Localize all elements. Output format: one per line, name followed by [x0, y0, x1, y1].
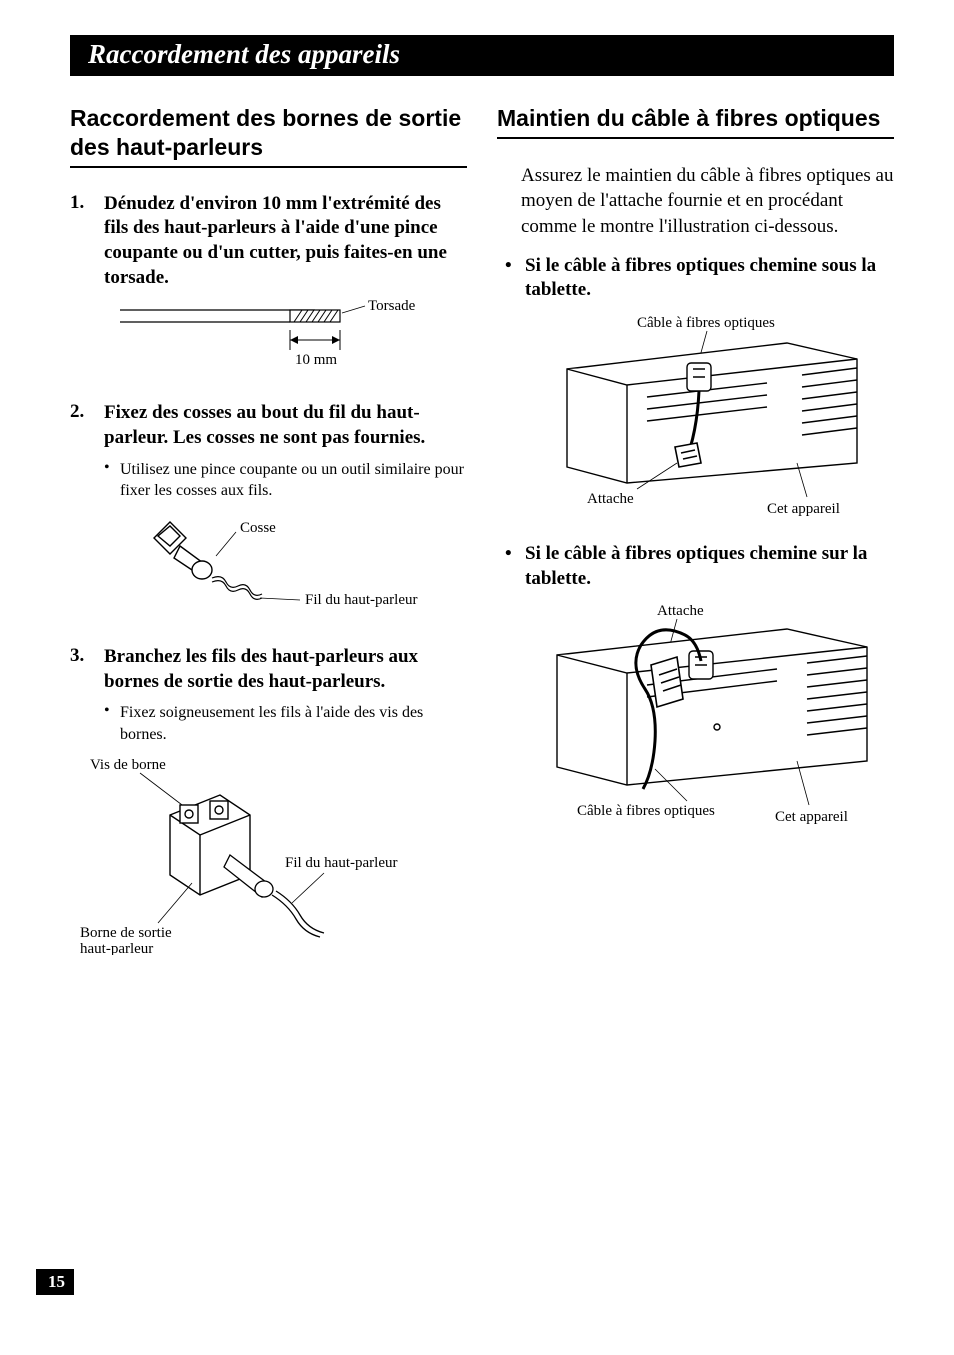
- bullet-item: • Si le câble à fibres optiques chemine …: [497, 542, 894, 836]
- bullet-item: • Si le câble à fibres optiques chemine …: [497, 254, 894, 528]
- sub-item: • Utilisez une pince coupante ou un outi…: [104, 459, 467, 502]
- label-borne-l2: haut-parleur: [80, 941, 153, 955]
- sub-item: • Fixez soigneusement les fils à l'aide …: [104, 702, 467, 745]
- step-number: 2.: [70, 401, 104, 423]
- bullet-dot: •: [104, 702, 120, 745]
- right-heading: Maintien du câble à fibres optiques: [497, 104, 894, 139]
- two-column-layout: Raccordement des bornes de sortie des ha…: [70, 104, 894, 978]
- step-number: 3.: [70, 645, 104, 667]
- step-title: Dénudez d'environ 10 mm l'extrémité des …: [104, 192, 467, 291]
- left-heading: Raccordement des bornes de sortie des ha…: [70, 104, 467, 168]
- bullet-title: Si le câble à fibres optiques chemine so…: [525, 254, 894, 303]
- page-number: 15: [36, 1269, 74, 1295]
- figure-terminal: Vis de borne: [80, 755, 467, 960]
- step-item: 1. Dénudez d'environ 10 mm l'extrémité d…: [70, 192, 467, 384]
- intro-text: Assurez le maintien du câble à fibres op…: [521, 163, 894, 240]
- sub-list: • Utilisez une pince coupante ou un outi…: [104, 459, 467, 502]
- step-item: 3. Branchez les fils des haut-parleurs a…: [70, 645, 467, 961]
- right-column: Maintien du câble à fibres optiques Assu…: [497, 104, 894, 978]
- sub-text: Fixez soigneusement les fils à l'aide de…: [120, 702, 467, 745]
- bullet-dot: •: [104, 459, 120, 502]
- bullet-dot: •: [505, 542, 525, 567]
- label-cable2: Câble à fibres optiques: [577, 803, 715, 819]
- figure-wire-twist: Torsade 10 mm: [100, 300, 467, 383]
- label-appareil2: Cet appareil: [775, 809, 848, 825]
- step-item: 2. Fixez des cosses au bout du fil du ha…: [70, 401, 467, 627]
- label-torsade: Torsade: [368, 300, 416, 314]
- banner-title: Raccordement des appareils: [88, 39, 400, 69]
- label-attache: Attache: [587, 491, 634, 507]
- step-title: Branchez les fils des haut-parleurs aux …: [104, 645, 467, 694]
- steps-list: 1. Dénudez d'environ 10 mm l'extrémité d…: [70, 192, 467, 961]
- sub-text: Utilisez une pince coupante ou un outil …: [120, 459, 467, 502]
- left-column: Raccordement des bornes de sortie des ha…: [70, 104, 467, 978]
- bullet-title: Si le câble à fibres optiques chemine su…: [525, 542, 894, 591]
- step-number: 1.: [70, 192, 104, 214]
- label-fil: Fil du haut-parleur: [305, 592, 417, 608]
- figure-cable-over: Attache: [547, 601, 894, 836]
- bullet-dot: •: [505, 254, 525, 279]
- step-title: Fixez des cosses au bout du fil du haut-…: [104, 401, 467, 450]
- page: Raccordement des appareils Raccordement …: [0, 0, 954, 1355]
- label-cable: Câble à fibres optiques: [637, 315, 775, 331]
- label-fil2: Fil du haut-parleur: [285, 855, 397, 871]
- bullet-list: • Si le câble à fibres optiques chemine …: [497, 254, 894, 837]
- sub-list: • Fixez soigneusement les fils à l'aide …: [104, 702, 467, 745]
- label-appareil: Cet appareil: [767, 501, 840, 517]
- label-vis: Vis de borne: [90, 757, 166, 773]
- section-banner: Raccordement des appareils: [70, 35, 894, 76]
- figure-lug: Cosse Fil du haut-parleur: [130, 512, 467, 627]
- label-borne-l1: Borne de sortie: [80, 925, 172, 941]
- figure-cable-under: Câble à fibres optiques: [557, 313, 894, 528]
- label-attache2: Attache: [657, 603, 704, 619]
- label-10mm: 10 mm: [295, 352, 337, 368]
- label-cosse: Cosse: [240, 520, 276, 536]
